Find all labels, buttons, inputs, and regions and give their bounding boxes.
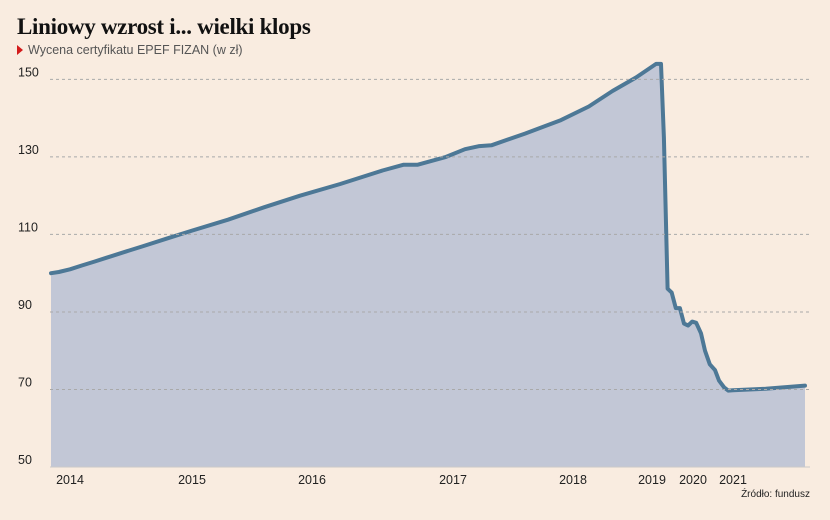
- x-tick-label: 2016: [298, 473, 326, 487]
- source-note: Źródło: fundusz: [741, 489, 810, 500]
- series-line: [49, 61, 807, 393]
- x-tick-label: 2014: [56, 473, 84, 487]
- x-tick-label: 2017: [439, 473, 467, 487]
- y-tick-label: 70: [18, 375, 32, 389]
- x-tick-label: 2015: [178, 473, 206, 487]
- area-layer: [49, 61, 807, 468]
- y-tick-label: 130: [18, 143, 39, 157]
- x-tick-label: 2018: [559, 473, 587, 487]
- y-tick-label: 90: [18, 298, 32, 312]
- axis-layer: 50 70 90 110 130 150 2014 2015 2016 2017 2018 2019 2…: [18, 65, 810, 487]
- x-tick-label: 2020: [679, 473, 707, 487]
- x-tick-label: 2021: [719, 473, 747, 487]
- series-area: [51, 63, 805, 468]
- x-tick-label: 2019: [638, 473, 666, 487]
- subtitle-text: Wycena certyfikatu EPEF FIZAN (w zł): [28, 43, 243, 57]
- red-triangle-icon: [17, 45, 23, 55]
- chart-title: Liniowy wzrost i... wielki klops: [17, 14, 311, 39]
- y-tick-label: 50: [18, 453, 32, 467]
- y-tick-label: 150: [18, 65, 39, 79]
- y-tick-label: 110: [18, 220, 38, 234]
- chart-subtitle: Wycena certyfikatu EPEF FIZAN (w zł): [17, 43, 243, 57]
